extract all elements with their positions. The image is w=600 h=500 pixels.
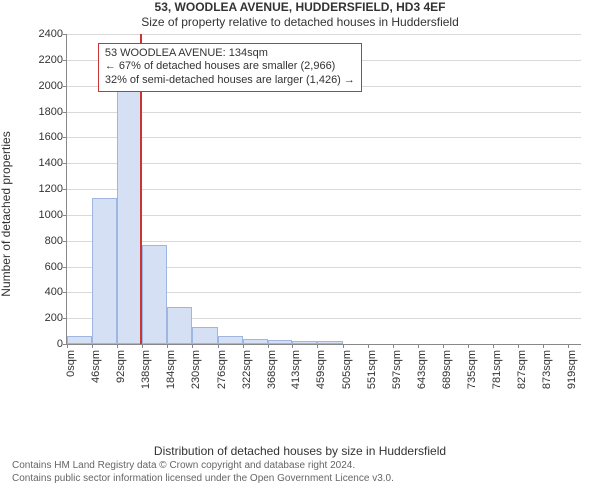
y-tick-label: 1000 [39, 209, 67, 221]
x-tick-label: 230sqm [190, 350, 202, 389]
x-tick [493, 344, 494, 348]
x-tick-label: 919sqm [566, 350, 578, 389]
x-tick [243, 344, 244, 348]
histogram-bar [142, 245, 167, 344]
x-tick-label: 689sqm [441, 350, 453, 389]
page-subtitle: Size of property relative to detached ho… [0, 15, 600, 30]
x-tick [317, 344, 318, 348]
histogram-bar [192, 327, 217, 344]
x-tick [443, 344, 444, 348]
gridline-h [67, 215, 581, 216]
x-tick [167, 344, 168, 348]
x-axis-label: Distribution of detached houses by size … [0, 444, 600, 458]
y-tick-label: 1800 [39, 106, 67, 118]
footer-line: Contains public sector information licen… [12, 473, 588, 486]
x-tick [418, 344, 419, 348]
footer-attribution: Contains HM Land Registry data © Crown c… [0, 458, 600, 485]
histogram-bar [92, 198, 117, 344]
x-tick-label: 0sqm [65, 350, 77, 377]
annotation-line: 53 WOODLEA AVENUE: 134sqm [105, 47, 355, 61]
annotation-line: ← 67% of detached houses are smaller (2,… [105, 60, 355, 74]
histogram-bar [317, 341, 342, 344]
x-tick-label: 781sqm [491, 350, 503, 389]
x-tick [343, 344, 344, 348]
x-tick-label: 184sqm [165, 350, 177, 389]
histogram-bar [218, 336, 243, 344]
y-tick-label: 1600 [39, 131, 67, 143]
x-tick-label: 551sqm [366, 350, 378, 389]
gridline-h [67, 163, 581, 164]
x-tick [117, 344, 118, 348]
x-tick-label: 459sqm [315, 350, 327, 389]
y-tick-label: 1200 [39, 183, 67, 195]
x-tick-label: 827sqm [516, 350, 528, 389]
x-tick-label: 138sqm [140, 350, 152, 389]
gridline-h [67, 112, 581, 113]
histogram-bar [268, 340, 293, 344]
histogram-bar [243, 339, 268, 344]
x-tick [368, 344, 369, 348]
annotation-line: 32% of semi-detached houses are larger (… [105, 74, 355, 88]
x-tick-label: 92sqm [115, 350, 127, 383]
x-tick [543, 344, 544, 348]
x-tick-label: 597sqm [391, 350, 403, 389]
y-tick-label: 2000 [39, 80, 67, 92]
gridline-h [67, 241, 581, 242]
histogram-bar [117, 86, 142, 344]
x-tick [218, 344, 219, 348]
x-tick [192, 344, 193, 348]
x-tick [92, 344, 93, 348]
x-tick [142, 344, 143, 348]
x-tick-label: 322sqm [241, 350, 253, 389]
x-tick-label: 368sqm [266, 350, 278, 389]
histogram-bar [292, 341, 317, 344]
gridline-h [67, 137, 581, 138]
x-tick-label: 873sqm [541, 350, 553, 389]
x-tick-label: 505sqm [341, 350, 353, 389]
x-tick [292, 344, 293, 348]
y-axis-label: Number of detached properties [0, 131, 13, 296]
x-tick-label: 276sqm [216, 350, 228, 389]
y-tick-label: 600 [45, 261, 67, 273]
y-tick-label: 200 [45, 312, 67, 324]
x-tick-label: 413sqm [290, 350, 302, 389]
annotation-box: 53 WOODLEA AVENUE: 134sqm← 67% of detach… [98, 43, 362, 92]
y-tick-label: 0 [57, 338, 67, 350]
x-tick [568, 344, 569, 348]
footer-line: Contains HM Land Registry data © Crown c… [12, 460, 588, 473]
chart-area: Number of detached properties 0200400600… [12, 34, 588, 394]
gridline-h [67, 34, 581, 35]
y-tick-label: 800 [45, 235, 67, 247]
x-tick [393, 344, 394, 348]
y-tick-label: 1400 [39, 157, 67, 169]
histogram-bar [67, 336, 92, 344]
y-tick-label: 400 [45, 286, 67, 298]
y-tick-label: 2200 [39, 54, 67, 66]
x-tick [468, 344, 469, 348]
y-tick-label: 2400 [39, 28, 67, 40]
page-title: 53, WOODLEA AVENUE, HUDDERSFIELD, HD3 4E… [0, 0, 600, 15]
x-tick-label: 735sqm [466, 350, 478, 389]
histogram-bar [167, 307, 192, 344]
x-tick-label: 46sqm [90, 350, 102, 383]
gridline-h [67, 189, 581, 190]
x-tick [268, 344, 269, 348]
x-tick [67, 344, 68, 348]
x-tick [518, 344, 519, 348]
plot-region: 0200400600800100012001400160018002000220… [66, 34, 581, 345]
x-tick-label: 643sqm [416, 350, 428, 389]
